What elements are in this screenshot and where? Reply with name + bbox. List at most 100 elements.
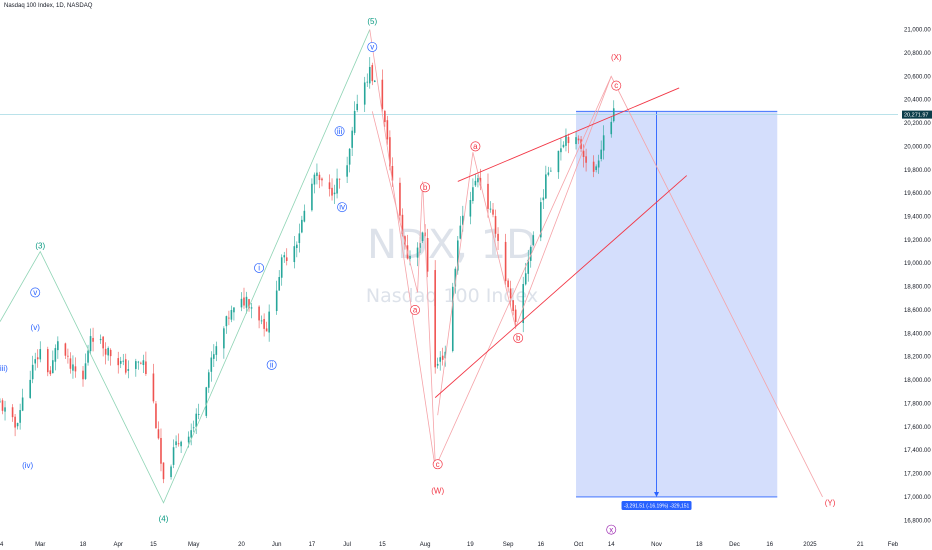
candle-body <box>489 208 492 210</box>
candle <box>127 360 130 379</box>
wave-label: iii <box>334 126 345 137</box>
candle-body <box>416 247 419 258</box>
candle <box>416 242 419 267</box>
candle-body <box>527 259 530 274</box>
candle-body <box>336 178 338 194</box>
wave-label: (v) <box>31 323 41 332</box>
candle-body <box>210 357 213 372</box>
x-tick-label: 17 <box>309 542 316 548</box>
candle <box>316 163 318 185</box>
x-tick-label: Feb <box>888 542 899 548</box>
candle-body <box>135 361 137 369</box>
wave-label-text: v <box>370 43 374 52</box>
candle <box>368 57 371 89</box>
candle-body <box>122 360 125 362</box>
candle-body <box>338 178 341 180</box>
candle <box>195 408 198 434</box>
candle-body <box>409 255 411 259</box>
candle <box>223 326 225 359</box>
candle <box>381 69 384 113</box>
candle <box>366 73 369 87</box>
wave-label-circle <box>432 459 443 470</box>
candle-body <box>436 363 439 366</box>
wave-label-text: ii <box>270 360 274 369</box>
candle <box>439 351 441 371</box>
candle <box>109 348 112 366</box>
candle-body <box>197 413 200 415</box>
candle-body <box>46 349 49 373</box>
candle <box>597 154 600 174</box>
wave-label: b <box>420 182 431 193</box>
wave-label: (X) <box>611 53 622 62</box>
wave-label-text: (4) <box>159 515 169 524</box>
wave-label-text: (W) <box>431 487 444 496</box>
candle-body <box>333 192 336 195</box>
candle-body <box>180 441 182 447</box>
candle <box>348 148 351 173</box>
candle-body <box>318 174 321 181</box>
candle-body <box>243 297 245 306</box>
wave-label-text: b <box>516 334 521 343</box>
wave-label: a <box>470 141 481 152</box>
candle <box>4 400 6 421</box>
wave-label: (3) <box>35 241 45 250</box>
candle <box>577 135 580 145</box>
candle-body <box>562 144 565 148</box>
candle-body <box>4 407 6 412</box>
candle-body <box>245 296 248 308</box>
forecast-arrow-head <box>654 491 660 497</box>
price-axis[interactable]: 16,800.00 17,000.00 17,200.00 17,400.00 17,6… <box>898 0 932 550</box>
candle-body <box>311 183 313 211</box>
wave-label: (5) <box>367 17 377 26</box>
wave-label: x <box>606 524 617 535</box>
candle <box>21 388 24 412</box>
candle-body <box>52 360 54 374</box>
wave-label-circle <box>470 141 481 152</box>
candle <box>472 178 474 204</box>
candle <box>31 355 34 384</box>
candle-body <box>391 166 394 181</box>
y-tick-label: 18,000.00 <box>904 378 931 384</box>
candle-body <box>145 361 147 374</box>
candle-body <box>404 236 406 245</box>
wave-label-text: b <box>423 183 428 192</box>
y-tick-label: 19,200.00 <box>904 238 931 244</box>
candle <box>49 366 52 377</box>
time-axis[interactable]: 14 Mar 18 Apr 15 May 20 Jun 17 Jul 15 Aug 19 Sep 16 Oct… <box>0 542 899 548</box>
forecast-box[interactable]: -3,291.51 (-16.19%) -329,151 <box>576 110 778 510</box>
candle <box>240 292 243 312</box>
x-tick-label: 16 <box>766 542 773 548</box>
y-tick-label: 20,000.00 <box>904 144 931 150</box>
y-tick-label: 19,000.00 <box>904 261 931 267</box>
wave-label: a <box>410 305 420 315</box>
candle <box>532 231 535 247</box>
candle-body <box>371 65 374 82</box>
x-tick-label: 19 <box>467 542 474 548</box>
candle <box>268 304 270 342</box>
candle-body <box>82 370 84 380</box>
x-tick-label: 14 <box>608 542 615 548</box>
candle <box>489 201 492 213</box>
candle <box>213 344 215 367</box>
candle-body <box>540 202 542 238</box>
wave-label: v <box>30 287 41 298</box>
candle-body <box>582 150 585 157</box>
candle <box>99 334 102 344</box>
x-tick-label: 21 <box>857 542 864 548</box>
candle-body <box>293 246 296 263</box>
candle-body <box>597 160 600 168</box>
candle-body <box>140 362 142 364</box>
candle <box>82 365 84 387</box>
candle <box>399 177 401 223</box>
candle <box>321 177 323 187</box>
wave-label-circle <box>266 359 277 370</box>
candle <box>160 428 162 472</box>
candle <box>1 398 4 415</box>
candle-body <box>459 225 462 239</box>
candle <box>233 307 235 321</box>
candle <box>137 360 140 370</box>
candle <box>509 280 512 308</box>
candle-body <box>474 180 477 186</box>
forecast-box-fill <box>576 111 778 497</box>
